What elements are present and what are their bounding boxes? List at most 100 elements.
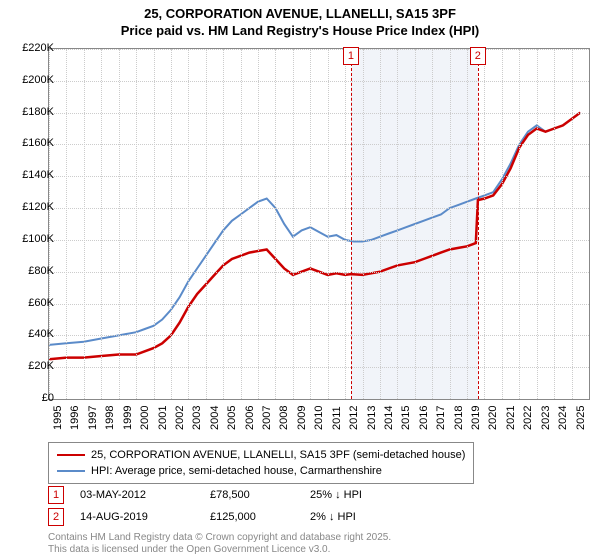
gridline-v: [84, 49, 85, 399]
gridline-h: [49, 272, 589, 273]
gridline-v: [328, 49, 329, 399]
legend-label: HPI: Average price, semi-detached house,…: [91, 465, 382, 477]
legend-swatch: [57, 470, 85, 472]
gridline-v: [415, 49, 416, 399]
gridline-v: [397, 49, 398, 399]
legend-row: HPI: Average price, semi-detached house,…: [57, 463, 465, 479]
xtick-label: 2021: [505, 406, 517, 430]
gridline-v: [502, 49, 503, 399]
gridline-v: [171, 49, 172, 399]
title-line-2: Price paid vs. HM Land Registry's House …: [0, 23, 600, 40]
xtick-label: 2010: [313, 406, 325, 430]
xtick-label: 2008: [278, 406, 290, 430]
xtick-label: 2005: [226, 406, 238, 430]
xtick-label: 1998: [104, 406, 116, 430]
ytick-label: £40K: [10, 328, 54, 340]
ytick-label: £160K: [10, 137, 54, 149]
gridline-v: [380, 49, 381, 399]
gridline-h: [49, 144, 589, 145]
sale-hpi-diff: 25% ↓ HPI: [310, 489, 430, 501]
gridline-v: [519, 49, 520, 399]
sale-date: 03-MAY-2012: [80, 489, 210, 501]
gridline-v: [554, 49, 555, 399]
gridline-v: [119, 49, 120, 399]
xtick-label: 2022: [522, 406, 534, 430]
xtick-label: 2002: [174, 406, 186, 430]
xtick-label: 2011: [331, 406, 343, 430]
plot-area: 12: [48, 48, 590, 400]
gridline-v: [206, 49, 207, 399]
xtick-label: 2003: [191, 406, 203, 430]
gridline-v: [467, 49, 468, 399]
gridline-h: [49, 240, 589, 241]
chart-lines: [49, 49, 589, 399]
gridline-v: [363, 49, 364, 399]
footer-attribution: Contains HM Land Registry data © Crown c…: [48, 532, 391, 556]
footer-line-2: This data is licensed under the Open Gov…: [48, 544, 391, 556]
gridline-v: [537, 49, 538, 399]
xtick-label: 2007: [261, 406, 273, 430]
legend-row: 25, CORPORATION AVENUE, LLANELLI, SA15 3…: [57, 447, 465, 463]
gridline-h: [49, 113, 589, 114]
ytick-label: £180K: [10, 106, 54, 118]
ytick-label: £80K: [10, 265, 54, 277]
gridline-h: [49, 81, 589, 82]
gridline-v: [310, 49, 311, 399]
ytick-label: £60K: [10, 297, 54, 309]
sale-marker-label: 1: [343, 47, 359, 65]
sale-row: 214-AUG-2019£125,0002% ↓ HPI: [48, 506, 430, 528]
xtick-label: 1995: [52, 406, 64, 430]
sale-row-marker: 2: [48, 508, 64, 526]
sales-table: 1 03-MAY-2012£78,50025% ↓ HPI 2 14-AUG-2019…: [48, 484, 430, 528]
gridline-v: [293, 49, 294, 399]
gridline-h: [49, 335, 589, 336]
series-hpi: [49, 113, 580, 345]
xtick-label: 1999: [122, 406, 134, 430]
legend-swatch: [57, 454, 85, 456]
xtick-label: 2015: [400, 406, 412, 430]
sale-price: £78,500: [210, 489, 310, 501]
gridline-h: [49, 304, 589, 305]
title-line-1: 25, CORPORATION AVENUE, LLANELLI, SA15 3…: [0, 6, 600, 23]
sale-date: 14-AUG-2019: [80, 511, 210, 523]
ytick-label: £100K: [10, 233, 54, 245]
xtick-label: 2014: [383, 406, 395, 430]
gridline-v: [136, 49, 137, 399]
sale-marker-line: [478, 63, 479, 399]
xtick-label: 2016: [418, 406, 430, 430]
chart-container: 25, CORPORATION AVENUE, LLANELLI, SA15 3…: [0, 0, 600, 560]
ytick-label: £140K: [10, 169, 54, 181]
footer-line-1: Contains HM Land Registry data © Crown c…: [48, 532, 391, 544]
sale-marker-label: 2: [470, 47, 486, 65]
xtick-label: 2025: [575, 406, 587, 430]
gridline-v: [241, 49, 242, 399]
gridline-v: [275, 49, 276, 399]
gridline-v: [49, 49, 50, 399]
xtick-label: 2001: [157, 406, 169, 430]
ytick-label: £0: [10, 392, 54, 404]
xtick-label: 2012: [348, 406, 360, 430]
gridline-v: [258, 49, 259, 399]
xtick-label: 2009: [296, 406, 308, 430]
xtick-label: 2017: [435, 406, 447, 430]
xtick-label: 2004: [209, 406, 221, 430]
gridline-v: [432, 49, 433, 399]
xtick-label: 2020: [487, 406, 499, 430]
legend-box: 25, CORPORATION AVENUE, LLANELLI, SA15 3…: [48, 442, 474, 484]
sale-row-marker: 1: [48, 486, 64, 504]
xtick-label: 2000: [139, 406, 151, 430]
xtick-label: 2018: [453, 406, 465, 430]
sale-row: 1 03-MAY-2012£78,50025% ↓ HPI: [48, 484, 430, 506]
gridline-v: [223, 49, 224, 399]
sale-price: £125,000: [210, 511, 310, 523]
xtick-label: 1997: [87, 406, 99, 430]
gridline-h: [49, 208, 589, 209]
gridline-h: [49, 176, 589, 177]
xtick-label: 2013: [366, 406, 378, 430]
xtick-label: 2019: [470, 406, 482, 430]
gridline-v: [484, 49, 485, 399]
gridline-v: [188, 49, 189, 399]
gridline-v: [101, 49, 102, 399]
xtick-label: 2006: [244, 406, 256, 430]
sale-marker-line: [351, 63, 352, 399]
